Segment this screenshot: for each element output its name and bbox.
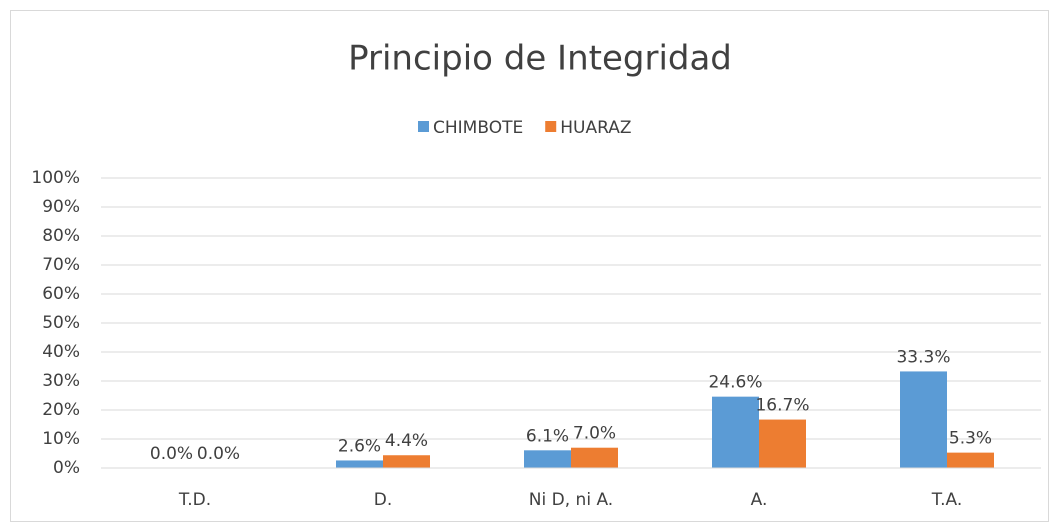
legend-label: HUARAZ: [560, 118, 631, 138]
y-tick-label: 40%: [42, 342, 80, 362]
y-tick-label: 70%: [42, 255, 80, 275]
x-tick-label: T.D.: [178, 490, 211, 510]
y-tick-label: 60%: [42, 284, 80, 304]
data-label: 5.3%: [949, 429, 992, 449]
bar: [571, 447, 618, 468]
y-tick-label: 10%: [42, 429, 80, 449]
y-tick-label: 30%: [42, 371, 80, 391]
x-tick-label: A.: [751, 490, 768, 510]
y-tick-label: 80%: [42, 226, 80, 246]
data-label: 7.0%: [573, 424, 616, 444]
y-tick-label: 0%: [53, 458, 80, 478]
data-label: 16.7%: [755, 396, 809, 416]
x-tick-label: D.: [374, 490, 393, 510]
chart-title: Principio de Integridad: [348, 39, 732, 79]
legend-swatch: [545, 121, 557, 132]
bar: [712, 396, 759, 468]
legend-label: CHIMBOTE: [433, 118, 523, 138]
bar: [383, 455, 430, 468]
x-tick-label: Ni D, ni A.: [529, 490, 613, 510]
bar: [947, 452, 994, 468]
data-label: 24.6%: [708, 373, 762, 393]
bar: [900, 371, 947, 468]
bar: [759, 419, 806, 468]
bar: [524, 450, 571, 468]
data-label: 0.0%: [150, 444, 193, 464]
data-label: 0.0%: [197, 444, 240, 464]
data-label: 2.6%: [338, 436, 381, 456]
data-label: 6.1%: [526, 426, 569, 446]
chart-border: [10, 10, 1049, 522]
y-tick-label: 100%: [31, 168, 80, 188]
data-label: 33.3%: [896, 347, 950, 367]
y-tick-label: 90%: [42, 197, 80, 217]
data-label: 4.4%: [385, 431, 428, 451]
bar: [336, 460, 383, 468]
y-tick-label: 20%: [42, 400, 80, 420]
x-tick-label: T.A.: [931, 490, 963, 510]
legend-swatch: [418, 121, 429, 132]
y-tick-label: 50%: [42, 313, 80, 333]
